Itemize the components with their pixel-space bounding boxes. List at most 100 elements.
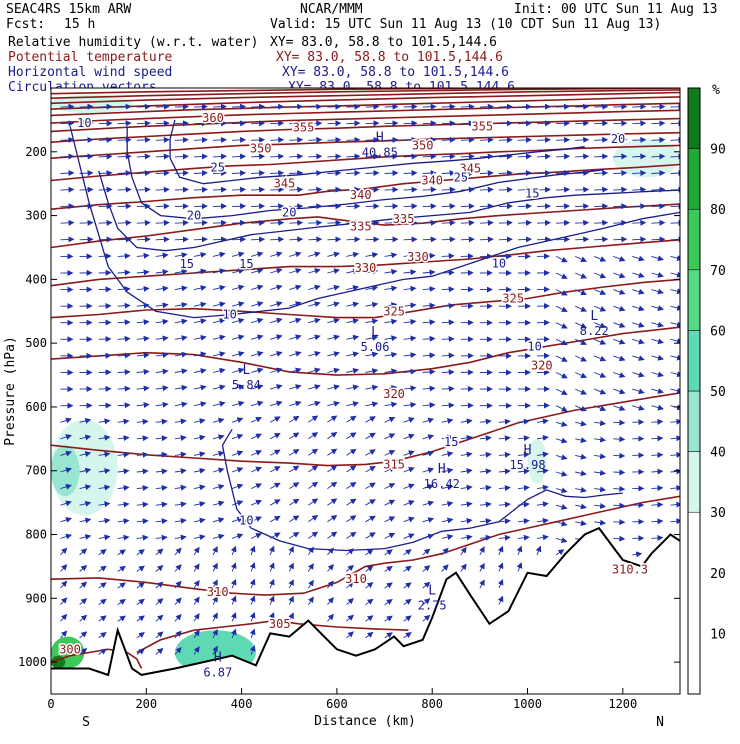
model-title: SEAC4RS 15km ARW [6, 2, 131, 17]
circulation-vector [156, 239, 169, 240]
circulation-vector [156, 123, 169, 124]
circulation-vector [613, 505, 624, 506]
theta-label: 310 [207, 585, 229, 599]
extremum-type: H [214, 650, 222, 665]
circulation-vector [156, 107, 169, 108]
colorbar-tick-label: 60 [710, 324, 726, 339]
x-tick-label: 400 [231, 697, 253, 711]
circulation-vector [423, 206, 436, 207]
x-tick-label: 1000 [513, 697, 542, 711]
colorbar-bin [688, 270, 700, 331]
extremum-type: L [371, 325, 379, 340]
circulation-vector [175, 140, 188, 141]
y-tick-label: 300 [25, 209, 47, 223]
circulation-vector [137, 123, 150, 124]
circulation-vector [594, 223, 607, 224]
circulation-vector [537, 223, 550, 224]
wind-speed-label: 15 [444, 435, 458, 449]
wind-speed-label: 25 [454, 170, 468, 184]
circulation-vector [442, 206, 455, 207]
y-tick-label: 500 [25, 336, 47, 350]
circulation-vector [385, 107, 398, 108]
circulation-vector [385, 140, 398, 141]
circulation-vector [613, 223, 626, 224]
circulation-vector [346, 239, 359, 240]
wind-speed-label: 10 [77, 116, 91, 130]
circulation-vector [613, 239, 626, 240]
circulation-vector [651, 107, 664, 108]
circulation-vector [613, 439, 624, 440]
circulation-vector [156, 223, 169, 224]
circulation-vector [175, 239, 188, 240]
circulation-vector [366, 107, 379, 108]
center-label: NCAR/MMM [300, 2, 363, 17]
circulation-vector [613, 422, 624, 423]
circulation-vector [156, 140, 169, 141]
circulation-vector [137, 206, 150, 207]
theta-label: 330 [355, 261, 377, 275]
colorbar-tick-label: 50 [710, 385, 726, 400]
theta-label: 330 [407, 250, 429, 264]
circulation-vector [594, 140, 607, 141]
circulation-vector [175, 223, 188, 224]
x-tick-label: 0 [47, 697, 54, 711]
colorbar-tick-label: 80 [710, 203, 726, 218]
circulation-vector [404, 123, 417, 124]
circulation-vector [80, 223, 93, 224]
circulation-vector [270, 223, 283, 224]
field-name: Relative humidity (w.r.t. water) [8, 35, 258, 50]
circulation-vector [118, 140, 131, 141]
circulation-vector [480, 107, 493, 108]
colorbar-tick-label: 20 [710, 567, 726, 582]
theta-label: 310 [345, 572, 367, 586]
circulation-vector [480, 239, 493, 240]
circulation-vector [99, 206, 112, 207]
circulation-vector [194, 239, 207, 240]
field-legend: Relative humidity (w.r.t. water) XY= 83.0… [8, 35, 515, 95]
circulation-vector [575, 223, 588, 224]
circulation-vector [613, 123, 626, 124]
circulation-vector [385, 239, 398, 240]
y-tick-label: 800 [25, 528, 47, 542]
y-tick-label: 900 [25, 591, 47, 605]
circulation-vector [442, 140, 455, 141]
y-tick-label: 700 [25, 464, 47, 478]
circulation-vector [289, 239, 302, 240]
circulation-vector [651, 223, 664, 224]
circulation-vector [137, 239, 150, 240]
extremum-value: 15.98 [509, 458, 545, 472]
theta-label: 335 [393, 212, 415, 226]
circulation-vector [480, 206, 493, 207]
north-end-label: N [656, 715, 664, 730]
circulation-vector [651, 206, 664, 207]
extremum-type: L [242, 363, 250, 378]
wind-speed-label: 15 [239, 257, 253, 271]
extremum-type: H [524, 443, 532, 458]
circulation-vector [308, 223, 321, 224]
colorbar-tick-label: 70 [710, 264, 726, 279]
circulation-vector [594, 239, 607, 240]
circulation-vector [80, 206, 93, 207]
x-tick-label: 600 [326, 697, 348, 711]
circulation-vector [575, 239, 588, 240]
circulation-vector [118, 206, 131, 207]
extremum-type: H [438, 462, 446, 477]
wind-speed-label: 20 [187, 209, 201, 223]
circulation-vector [346, 123, 359, 124]
extremum-value: 40.85 [362, 145, 398, 159]
y-tick-label: 1000 [18, 655, 47, 669]
circulation-vector [442, 339, 454, 340]
circulation-vector [327, 239, 340, 240]
circulation-vector [327, 223, 340, 224]
circulation-vector [213, 239, 226, 240]
circulation-vector [575, 206, 588, 207]
field-xy-range: XY= 83.0, 58.8 to 101.5,144.6 [282, 65, 509, 80]
field-name: Potential temperature [8, 50, 173, 65]
extremum-value: 6.87 [203, 665, 232, 679]
circulation-vector [61, 223, 74, 224]
circulation-vector [385, 123, 398, 124]
circulation-vector [442, 239, 455, 240]
circulation-vector [80, 107, 93, 108]
circulation-vector [366, 123, 379, 124]
